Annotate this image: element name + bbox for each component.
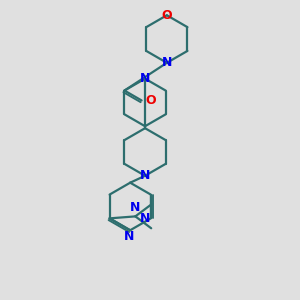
Text: O: O [146, 94, 156, 107]
Text: N: N [140, 212, 150, 225]
Text: N: N [162, 56, 172, 69]
Text: O: O [161, 9, 172, 22]
Text: N: N [140, 169, 150, 182]
Text: N: N [130, 201, 140, 214]
Text: N: N [124, 230, 134, 243]
Text: N: N [140, 72, 150, 85]
